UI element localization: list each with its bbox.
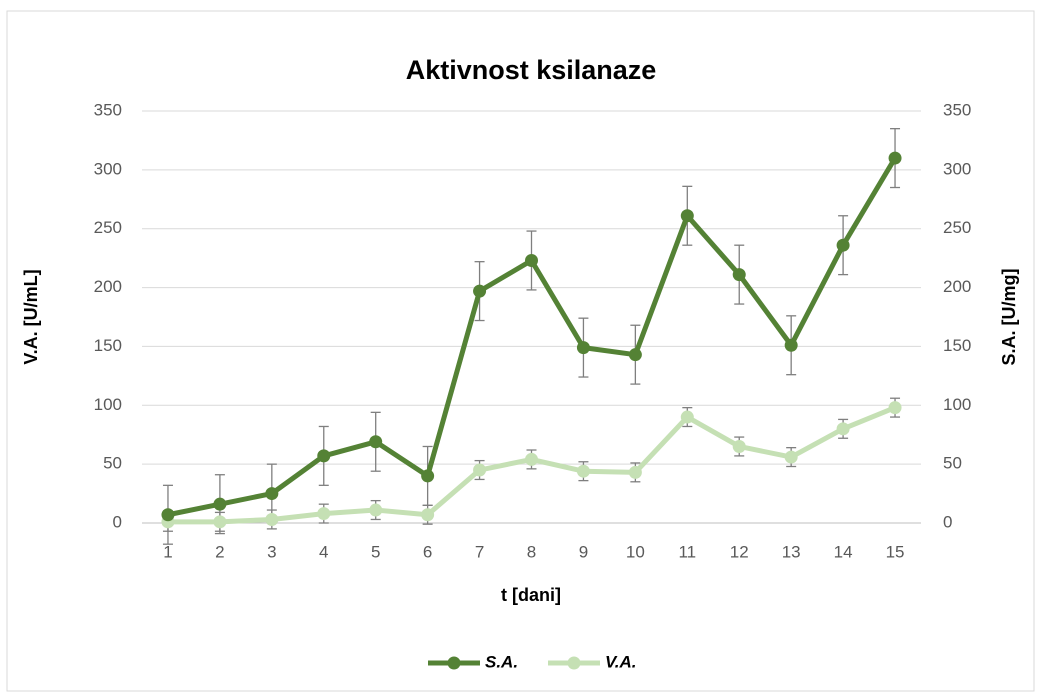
point — [369, 503, 383, 517]
point — [836, 238, 850, 252]
point — [317, 507, 331, 521]
x-tick-label: 2 — [215, 542, 224, 561]
y-tick-label: 350 — [94, 100, 122, 119]
x-tick-label: 5 — [371, 542, 380, 561]
x-tick-label: 14 — [834, 542, 853, 561]
x-tick-label: 4 — [319, 542, 328, 561]
point — [161, 508, 175, 522]
y2-tick-label: 200 — [943, 277, 971, 296]
x-tick-label: 15 — [886, 542, 905, 561]
point — [525, 253, 538, 267]
legend-label: S.A. — [485, 652, 518, 671]
legend-marker — [567, 656, 581, 670]
y-tick-label: 100 — [94, 395, 122, 414]
x-tick-label: 7 — [475, 542, 484, 561]
point — [732, 268, 746, 282]
y-tick-label: 150 — [94, 336, 122, 355]
point — [525, 452, 538, 466]
point — [784, 338, 798, 352]
y2-axis-title: S.A. [U/mg] — [999, 269, 1019, 366]
y2-tick-label: 0 — [943, 512, 952, 531]
y2-tick-label: 50 — [943, 454, 962, 473]
point — [836, 422, 850, 436]
point — [265, 487, 279, 501]
point — [369, 435, 383, 449]
point — [213, 497, 227, 511]
point — [680, 410, 694, 424]
point — [473, 463, 487, 477]
x-tick-label: 11 — [678, 542, 696, 561]
point — [628, 348, 642, 362]
y-tick-label: 300 — [94, 159, 122, 178]
x-tick-label: 12 — [730, 542, 749, 561]
point — [576, 341, 590, 355]
x-tick-label: 6 — [423, 542, 432, 561]
legend-marker — [447, 656, 461, 670]
y2-tick-label: 100 — [943, 395, 971, 414]
y2-tick-label: 300 — [943, 159, 971, 178]
y-tick-label: 200 — [94, 277, 122, 296]
y-tick-label: 250 — [94, 218, 122, 237]
point — [473, 284, 487, 298]
y-tick-label: 50 — [103, 454, 122, 473]
point — [888, 151, 902, 165]
point — [265, 512, 279, 526]
x-tick-label: 8 — [527, 542, 536, 561]
y2-tick-label: 350 — [943, 100, 971, 119]
y-tick-label: 0 — [113, 512, 122, 531]
x-axis-title: t [dani] — [501, 585, 561, 605]
point — [784, 450, 798, 464]
chart-border — [6, 10, 1035, 692]
point — [576, 464, 590, 478]
legend-label: V.A. — [605, 652, 637, 671]
point — [317, 449, 331, 463]
point — [213, 515, 227, 529]
chart-title: Aktivnost ksilanaze — [406, 55, 657, 85]
y2-tick-label: 150 — [943, 336, 971, 355]
x-tick-label: 10 — [626, 542, 645, 561]
point — [732, 439, 746, 453]
point — [888, 401, 902, 415]
point — [680, 209, 694, 223]
x-tick-label: 9 — [579, 542, 588, 561]
point — [628, 465, 642, 479]
x-tick-label: 1 — [163, 542, 172, 561]
y-axis-title: V.A. [U/mL] — [21, 269, 41, 364]
point — [421, 508, 435, 522]
y2-tick-label: 250 — [943, 218, 971, 237]
x-tick-label: 3 — [267, 542, 276, 561]
point — [421, 469, 435, 483]
x-tick-label: 13 — [782, 542, 801, 561]
